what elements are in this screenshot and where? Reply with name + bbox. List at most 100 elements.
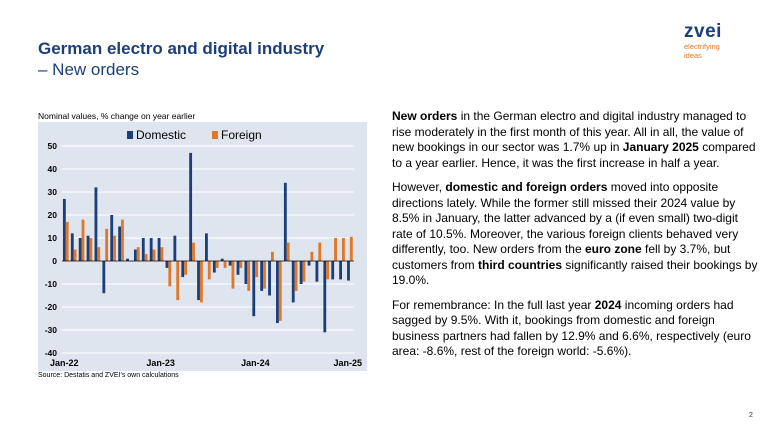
bar-foreign [89, 238, 93, 261]
bar-foreign [105, 228, 109, 261]
bar-domestic [276, 261, 279, 324]
bar-domestic [173, 235, 177, 261]
x-tick-label: Jan-22 [50, 358, 79, 368]
page-number: 2 [749, 412, 753, 419]
y-tick-label: 0 [52, 256, 57, 266]
legend-swatch-domestic [127, 131, 133, 139]
page-title: German electro and digital industry – Ne… [38, 38, 324, 80]
p3-segment: 2024 [594, 297, 622, 312]
y-tick-label: 20 [48, 210, 58, 220]
bar-domestic [78, 238, 82, 261]
chart-area: 50 40 30 20 10 0 -10 -20 -30 -40 Jan-22 Jan-23 Jan-2… [38, 122, 367, 371]
bar-foreign [73, 249, 77, 261]
bar-foreign [326, 261, 330, 280]
paragraph-3: For remembrance: In the full last year 2… [392, 298, 760, 360]
bar-foreign [152, 249, 156, 261]
bar-domestic [157, 238, 161, 261]
bar-foreign [239, 261, 243, 268]
bar-foreign [136, 247, 140, 261]
bar-foreign [168, 261, 172, 287]
bar-domestic [291, 261, 295, 303]
p2-segment: fell by 3.7%, but customers from [392, 242, 731, 272]
bar-foreign [184, 261, 188, 275]
p2-segment: euro zone [584, 242, 642, 256]
p2-segment: domestic and foreign orders [445, 180, 608, 194]
bar-domestic [110, 215, 114, 261]
bar-foreign [294, 261, 298, 291]
bar-domestic [165, 261, 169, 268]
bar-foreign [144, 254, 148, 261]
bar-domestic [70, 233, 74, 261]
bar-domestic [62, 198, 66, 261]
bar-foreign [255, 261, 259, 278]
paragraph-2: However, domestic and foreign orders mov… [392, 180, 760, 289]
bar-domestic [141, 238, 145, 261]
bar-foreign [223, 261, 227, 268]
bar-domestic [212, 261, 216, 273]
logo-tagline-2: ideas [684, 51, 702, 60]
y-tick-label: 30 [48, 187, 58, 197]
bar-domestic [315, 261, 319, 282]
bar-domestic [118, 226, 122, 261]
bar-domestic [236, 261, 240, 275]
bar-foreign [349, 236, 353, 261]
zvei-logo: zvei electrifying ideas [684, 22, 754, 60]
bar-domestic [197, 261, 200, 301]
chart-caption: Nominal values, % change on year earlier [38, 111, 196, 121]
bar-foreign [270, 251, 274, 261]
bar-foreign [302, 261, 306, 282]
legend-label-domestic: Domestic [136, 128, 186, 142]
title-line-2: – New orders [38, 60, 140, 79]
bar-foreign [263, 261, 266, 289]
legend-label-foreign: Foreign [221, 128, 262, 142]
y-tick-label: -20 [45, 302, 58, 312]
bar-foreign [207, 261, 211, 280]
p1-segment: in the German electro and digital indust… [392, 109, 747, 154]
bar-domestic [268, 261, 271, 296]
bar-foreign [310, 251, 314, 261]
p1-segment: New orders [392, 109, 458, 123]
bar-foreign [318, 242, 322, 261]
bar-domestic [86, 235, 90, 261]
bar-foreign [65, 221, 69, 261]
bar-foreign [334, 238, 337, 261]
bar-domestic [205, 233, 208, 261]
bar-domestic [323, 261, 327, 333]
text-panel: New orders in the German electro and dig… [392, 109, 760, 369]
legend-swatch-foreign [212, 131, 218, 139]
p2-segment: moved into opposite directions lately. W… [392, 180, 739, 256]
bar-foreign [121, 219, 124, 261]
bar-domestic [252, 261, 256, 317]
bar-foreign [342, 238, 345, 261]
bar-foreign [247, 261, 251, 291]
bar-domestic [181, 261, 185, 278]
bar-foreign [97, 247, 101, 261]
y-tick-label: 40 [48, 164, 58, 174]
p3-segment: incoming orders had sagged by 9.5%. With… [392, 297, 751, 359]
bar-domestic [133, 249, 137, 261]
paragraph-1: New orders in the German electro and dig… [392, 109, 760, 171]
bar-domestic [228, 261, 232, 266]
y-tick-label: 50 [48, 141, 58, 151]
chart-source: Source: Destatis and ZVEI's own calculat… [38, 372, 179, 379]
bar-domestic [94, 187, 98, 261]
bar-foreign [160, 247, 164, 261]
bar-domestic [331, 261, 335, 280]
bar-foreign [231, 261, 235, 289]
bar-domestic [126, 258, 129, 261]
bar-foreign [113, 235, 116, 261]
bar-domestic [339, 261, 343, 280]
bar-domestic [244, 261, 248, 284]
p2-segment: significantly raised their bookings by 1… [392, 257, 758, 288]
bar-foreign [215, 261, 219, 268]
bar-foreign [278, 261, 282, 321]
title-line-1: German electro and digital industry [38, 39, 325, 58]
y-tick-label: -10 [45, 279, 58, 289]
bar-domestic [102, 261, 106, 294]
p2-segment: However, [392, 180, 446, 194]
bar-foreign [176, 261, 180, 301]
bar-domestic [149, 238, 153, 261]
bar-domestic [220, 258, 224, 261]
logo-word: zvei [684, 21, 722, 42]
